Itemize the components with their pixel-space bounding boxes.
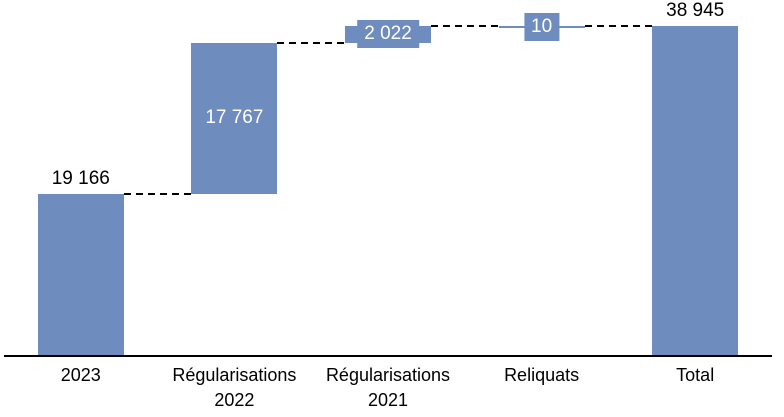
category-label-2023: 2023: [60, 365, 101, 385]
data-label-regularisations-2022: 17 767: [205, 107, 264, 129]
data-label-reliquats: 10: [524, 12, 560, 41]
connector-line: [277, 41, 345, 44]
category-label-regularisations-2021: Régularisations 2021: [325, 365, 451, 410]
x-axis-line: [4, 355, 772, 357]
data-label-total: 38 945: [666, 0, 725, 21]
data-label-2023: 19 166: [51, 167, 110, 189]
connector-line: [123, 192, 192, 195]
data-label-regularisations-2021: 2 022: [357, 20, 419, 49]
bar-2023: [37, 193, 124, 356]
category-label-total: Total: [676, 365, 715, 385]
bar-regularisations-2022: [191, 42, 278, 194]
bar-total: [652, 25, 739, 356]
connector-line: [431, 24, 499, 27]
connector-line: [584, 24, 653, 27]
category-label-regularisations-2022: Régularisations 2022: [172, 365, 297, 410]
category-label-reliquats: Reliquats: [504, 365, 580, 385]
